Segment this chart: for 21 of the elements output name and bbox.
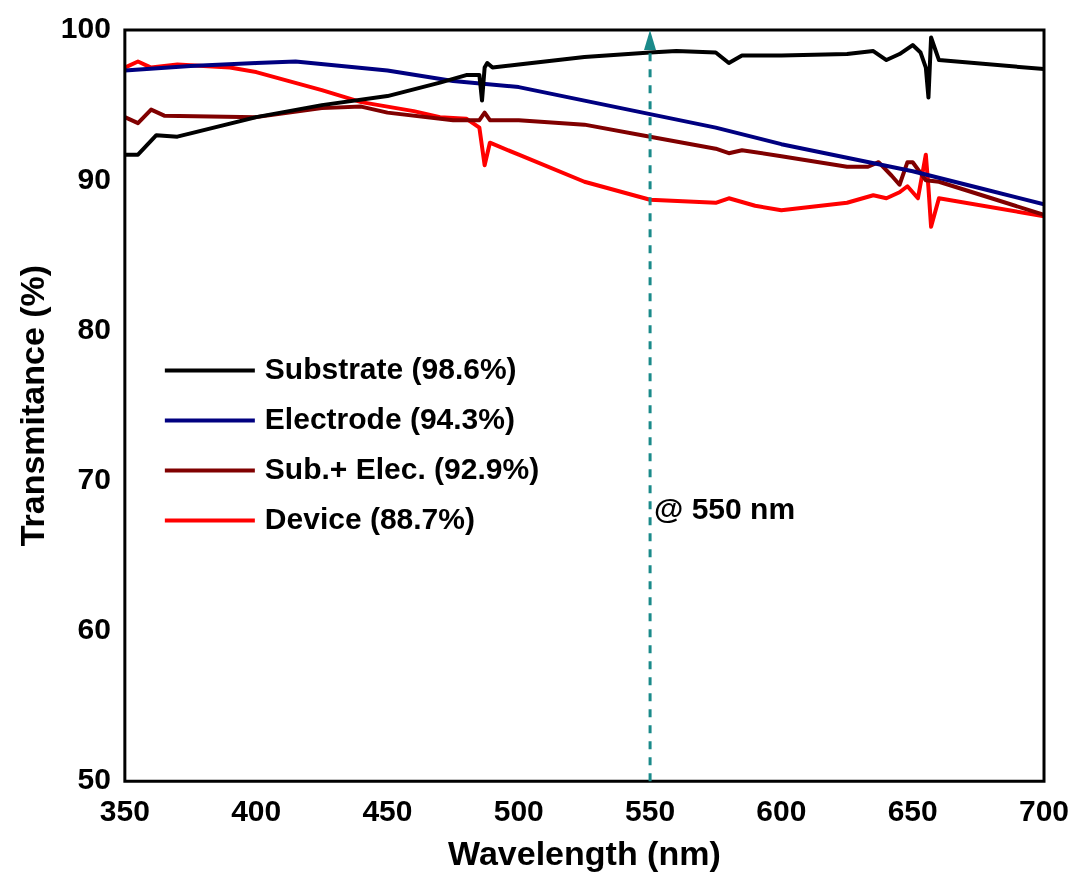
x-tick-label: 650 — [887, 794, 938, 828]
y-tick-label: 100 — [60, 11, 111, 45]
legend-label: Sub.+ Elec. (92.9%) — [264, 451, 540, 485]
annotation: @ 550 nm — [654, 492, 796, 526]
x-tick-label: 700 — [1018, 794, 1070, 828]
legend-label: Device (88.7%) — [264, 501, 475, 535]
y-tick-label: 70 — [77, 461, 111, 495]
y-tick-label: 90 — [77, 161, 111, 195]
x-tick-label: 350 — [99, 794, 150, 828]
y-tick-label: 80 — [77, 311, 111, 345]
x-tick-label: 600 — [756, 794, 807, 828]
x-tick-label: 500 — [493, 794, 544, 828]
x-tick-label: 450 — [362, 794, 413, 828]
x-tick-label: 400 — [231, 794, 282, 828]
y-tick-label: 50 — [77, 762, 111, 796]
legend-label: Electrode (94.3%) — [264, 401, 515, 435]
x-axis-title: Wavelength (nm) — [448, 833, 721, 872]
y-tick-label: 60 — [77, 612, 111, 646]
x-tick-label: 550 — [625, 794, 676, 828]
y-axis-title: Transmitance (%) — [12, 264, 51, 547]
legend-label: Substrate (98.6%) — [264, 351, 517, 385]
